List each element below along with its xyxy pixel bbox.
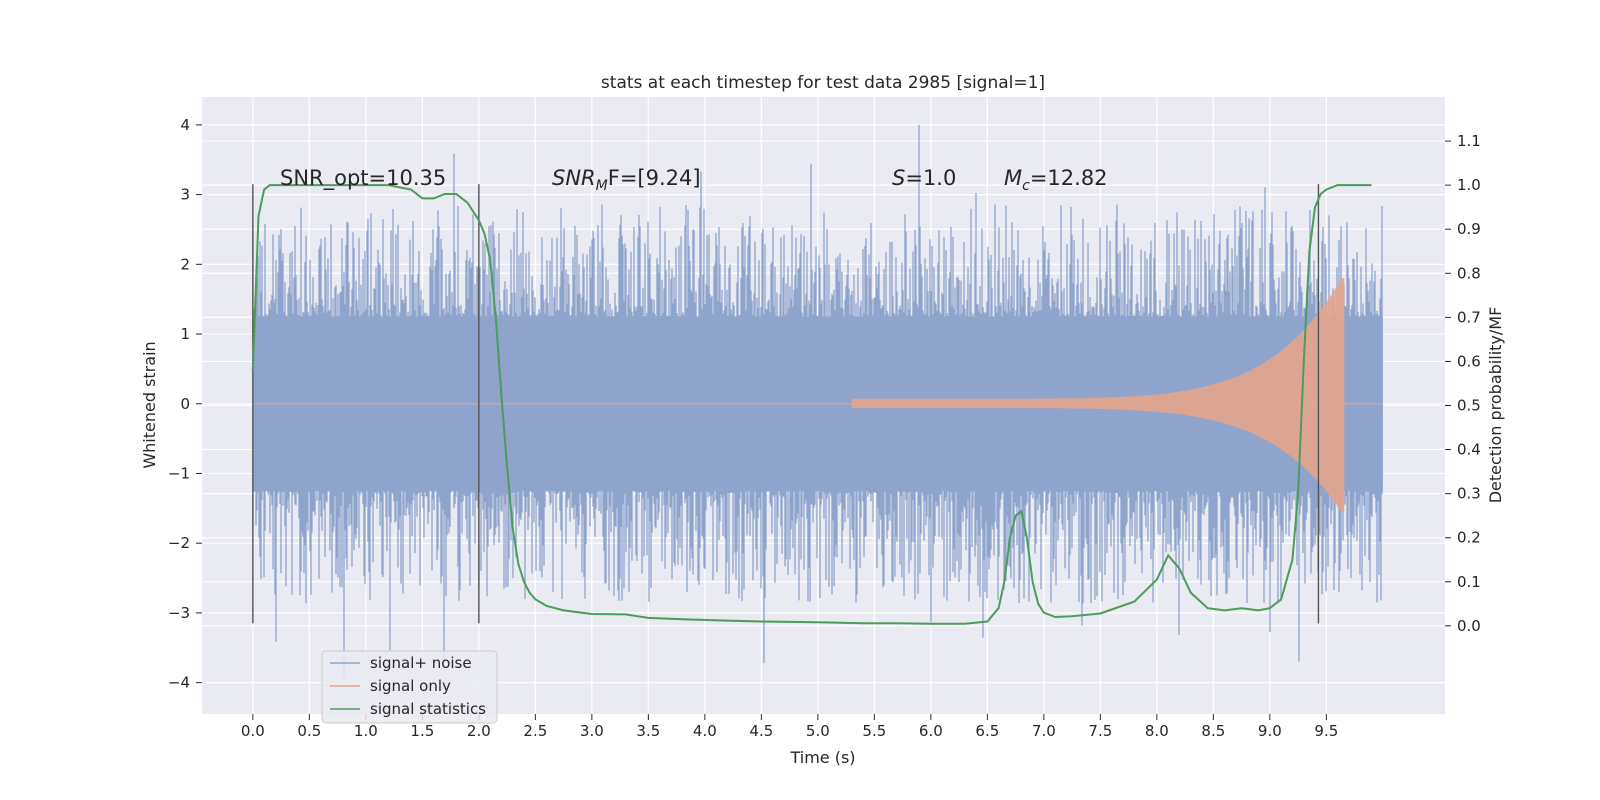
x-tick-label: 3.5 [636,722,660,740]
legend-label-signal-statistics: signal statistics [370,700,486,718]
x-tick-label: 9.5 [1314,722,1338,740]
x-tick-label: 2.5 [523,722,547,740]
annotation-mc: Mc=12.82 [1004,166,1108,194]
annotation-mc-symbol: M [1004,166,1022,190]
y-left-tick-label: 3 [180,186,190,204]
x-tick-label: 3.0 [580,722,604,740]
y-right-tick-label: 0.0 [1457,617,1481,635]
y-right-tick-label: 0.7 [1457,308,1481,326]
signal-only-trace [851,278,1345,512]
y-right-tick-label: 0.4 [1457,441,1481,459]
annotation-mc-value: =12.82 [1030,166,1108,190]
legend: signal+ noise signal only signal statist… [321,650,498,724]
y-left-tick-label: −2 [168,534,190,552]
y-right-tick-label: 0.9 [1457,220,1481,238]
annotation-s-value: =1.0 [905,166,956,190]
annotation-s-symbol: S [892,166,905,190]
x-tick-label: 2.0 [467,722,491,740]
y-right-tick-label: 1.0 [1457,176,1481,194]
x-axis-label: Time (s) [789,748,855,767]
chart-title: stats at each timestep for test data 298… [601,73,1045,93]
signal-only-series [252,278,1383,512]
legend-box [321,650,498,724]
y-right-tick-label: 0.8 [1457,264,1481,282]
annotation-snr-opt: SNR_opt=10.35 [280,166,446,191]
annotation-snr-mf-value: F=[9.24] [608,166,701,190]
x-tick-label: 4.5 [749,722,773,740]
x-tick-label: 1.5 [410,722,434,740]
y-right-tick-label: 0.5 [1457,397,1481,415]
annotation-s: S=1.0 [892,166,956,190]
y-left-tick-label: −1 [168,464,190,482]
signal-statistics-line [251,184,1372,625]
x-tick-label: 6.5 [975,722,999,740]
annotation-snr-mf-subscript: M [596,178,608,194]
annotation-snr-mf-symbol: SNR [552,166,596,190]
y-right-tick-label: 0.1 [1457,573,1481,591]
y-right-tick-label: 0.6 [1457,352,1481,370]
x-tick-label: 6.0 [919,722,943,740]
y-axis-right-label: Detection probability/MF [1486,307,1505,504]
y-left-tick-label: 2 [180,255,190,273]
annotation-mc-subscript: c [1022,178,1030,194]
y-left-tick-label: −3 [168,604,190,622]
y-left-tick-label: 1 [180,325,190,343]
annotation-snr-mf: SNRMF=[9.24] [552,166,701,194]
x-tick-label: 1.0 [354,722,378,740]
x-tick-label: 0.5 [297,722,321,740]
x-tick-label: 8.0 [1145,722,1169,740]
y-right-tick-label: 0.2 [1457,529,1481,547]
y-right-tick-label: 1.1 [1457,132,1481,150]
x-tick-label: 5.5 [862,722,886,740]
legend-label-signal-only: signal only [370,677,451,695]
vertical-markers [252,184,1320,624]
y-left-tick-label: 4 [180,116,190,134]
x-tick-label: 9.0 [1258,722,1282,740]
x-tick-label: 0.0 [241,722,265,740]
x-tick-label: 4.0 [693,722,717,740]
x-tick-label: 7.0 [1032,722,1056,740]
signal-statistics-series [251,184,1372,625]
x-tick-label: 8.5 [1201,722,1225,740]
y-left-tick-label: 0 [180,395,190,413]
y-left-tick-label: −4 [168,674,190,692]
x-tick-label: 5.0 [806,722,830,740]
x-tick-label: 7.5 [1088,722,1112,740]
legend-label-signal-noise: signal+ noise [370,654,472,672]
y-axis-left-label: Whitened strain [140,341,159,468]
ticks: 0.0 0.5 1.0 1.5 2.0 2.5 3.0 3.5 4.0 4.5 5.0 5.5 6.0 6… [168,116,1481,740]
y-right-tick-label: 0.3 [1457,485,1481,503]
